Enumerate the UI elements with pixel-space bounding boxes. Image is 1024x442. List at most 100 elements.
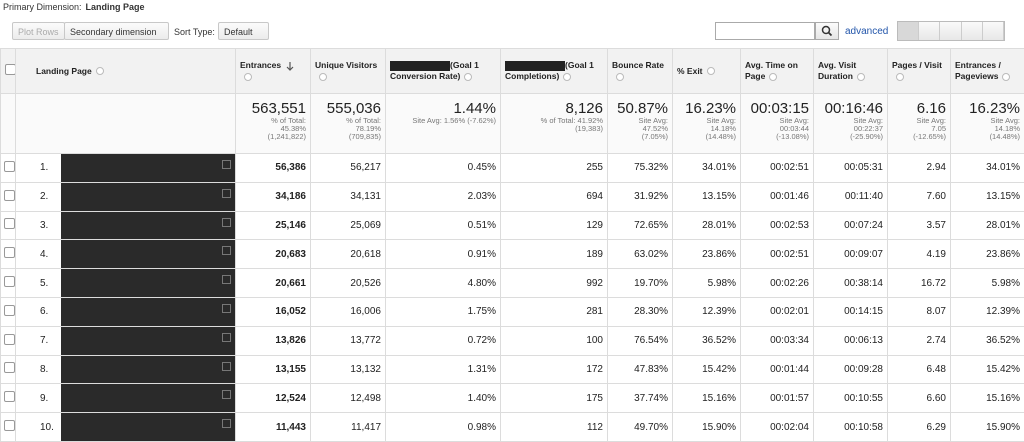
- metric-cell: 56,217: [311, 154, 386, 183]
- metric-cell: 0.98%: [386, 413, 501, 442]
- plot-rows-button[interactable]: Plot Rows: [12, 22, 65, 40]
- column-header[interactable]: % Exit: [673, 49, 741, 94]
- primary-dimension-value[interactable]: Landing Page: [86, 2, 145, 12]
- open-page-icon[interactable]: [222, 218, 231, 227]
- checkbox[interactable]: [4, 276, 15, 287]
- total-cell: 50.87%Site Avg:47.52%(7.05%): [608, 94, 673, 154]
- checkbox[interactable]: [4, 247, 15, 258]
- view-performance[interactable]: [940, 22, 961, 40]
- landing-page-cell: 1.: [16, 154, 236, 183]
- checkbox[interactable]: [4, 362, 15, 373]
- sort-arrow: [285, 61, 295, 71]
- metric-cell: 28.30%: [608, 297, 673, 326]
- metric-cell: 20,683: [236, 240, 311, 269]
- open-page-icon[interactable]: [222, 419, 231, 428]
- column-header[interactable]: (Goal 1 Completions): [501, 49, 608, 94]
- open-page-icon[interactable]: [222, 362, 231, 371]
- secondary-dimension-text: Secondary dimension: [70, 27, 157, 37]
- row-index: 4.: [40, 249, 48, 260]
- checkbox[interactable]: [4, 420, 15, 431]
- total-subtext: (709,835): [315, 133, 381, 141]
- metric-cell: 13,155: [236, 355, 311, 384]
- metric-cell: 72.65%: [608, 211, 673, 240]
- metric-cell: 00:02:51: [741, 154, 814, 183]
- total-subtext: (19,383): [505, 125, 603, 133]
- column-header[interactable]: Unique Visitors: [311, 49, 386, 94]
- column-header[interactable]: Avg. Visit Duration: [814, 49, 888, 94]
- metric-cell: 15.16%: [951, 384, 1024, 413]
- metric-cell: 13,132: [311, 355, 386, 384]
- landing-page-cell: 3.: [16, 211, 236, 240]
- metric-cell: 00:10:58: [814, 413, 888, 442]
- column-header: Landing Page: [16, 49, 236, 94]
- help-icon: [96, 67, 104, 75]
- row-select-cell: [1, 326, 16, 355]
- checkbox[interactable]: [4, 218, 15, 229]
- column-header[interactable]: (Goal 1 Conversion Rate): [386, 49, 501, 94]
- sort-type-text: Default: [224, 27, 253, 37]
- total-cell: 8,126% of Total: 41.92%(19,383): [501, 94, 608, 154]
- metric-cell: 23.86%: [673, 240, 741, 269]
- metric-cell: 00:07:24: [814, 211, 888, 240]
- row-select-cell: [1, 384, 16, 413]
- primary-dimension-label: Primary Dimension:: [3, 2, 82, 12]
- search-input[interactable]: [715, 22, 815, 40]
- open-page-icon[interactable]: [222, 275, 231, 284]
- search-button[interactable]: [815, 22, 839, 40]
- open-page-icon[interactable]: [222, 246, 231, 255]
- column-header-text: Bounce Rate: [612, 60, 664, 70]
- row-index: 2.: [40, 191, 48, 202]
- metric-cell: 129: [501, 211, 608, 240]
- column-header[interactable]: Bounce Rate: [608, 49, 673, 94]
- secondary-dimension-dropdown[interactable]: Secondary dimension: [64, 22, 169, 40]
- column-header-text: % Exit: [677, 66, 703, 76]
- total-value: 50.87%: [612, 100, 668, 117]
- view-comparison[interactable]: [962, 22, 983, 40]
- metric-cell: 2.94: [888, 154, 951, 183]
- open-page-icon[interactable]: [222, 390, 231, 399]
- sort-type-dropdown[interactable]: Default: [218, 22, 269, 40]
- checkbox[interactable]: [5, 64, 16, 75]
- row-select-cell: [1, 182, 16, 211]
- metric-cell: 00:02:51: [741, 240, 814, 269]
- view-pivot[interactable]: [983, 22, 1004, 40]
- total-cell: 16.23%Site Avg:14.18%(14.48%): [951, 94, 1024, 154]
- checkbox[interactable]: [4, 161, 15, 172]
- checkbox[interactable]: [4, 190, 15, 201]
- redacted-landing-page: [61, 269, 236, 297]
- metric-cell: 16,006: [311, 297, 386, 326]
- total-value: 16.23%: [677, 100, 736, 117]
- metric-cell: 1.75%: [386, 297, 501, 326]
- total-value: 1.44%: [390, 100, 496, 117]
- metric-cell: 00:09:28: [814, 355, 888, 384]
- view-table[interactable]: [898, 22, 919, 40]
- column-header[interactable]: Entrances / Pageviews: [951, 49, 1024, 94]
- open-page-icon[interactable]: [222, 333, 231, 342]
- column-header-text: Entrances / Pageviews: [955, 60, 1001, 81]
- advanced-link[interactable]: advanced: [845, 22, 888, 42]
- redacted-landing-page: [61, 240, 236, 268]
- metric-cell: 00:02:53: [741, 211, 814, 240]
- help-icon: [616, 73, 624, 81]
- open-page-icon[interactable]: [222, 304, 231, 313]
- checkbox[interactable]: [4, 391, 15, 402]
- metric-cell: 00:03:34: [741, 326, 814, 355]
- view-pie[interactable]: [919, 22, 940, 40]
- total-value: 8,126: [505, 100, 603, 117]
- metric-cell: 0.72%: [386, 326, 501, 355]
- metric-cell: 63.02%: [608, 240, 673, 269]
- checkbox[interactable]: [4, 305, 15, 316]
- checkbox[interactable]: [4, 334, 15, 345]
- column-header[interactable]: Entrances: [236, 49, 311, 94]
- metric-cell: 37.74%: [608, 384, 673, 413]
- open-page-icon[interactable]: [222, 160, 231, 169]
- column-header[interactable]: Avg. Time on Page: [741, 49, 814, 94]
- redacted-landing-page: [61, 298, 236, 326]
- landing-page-cell: 10.: [16, 413, 236, 442]
- open-page-icon[interactable]: [222, 189, 231, 198]
- column-header[interactable]: Pages / Visit: [888, 49, 951, 94]
